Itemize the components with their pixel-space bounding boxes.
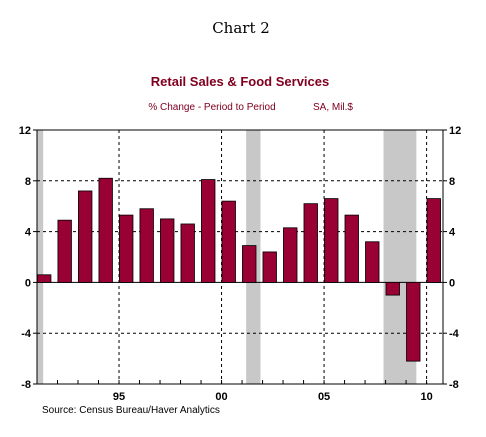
y-tick-label-right: -4 [449,328,460,340]
bar [365,241,380,283]
bar [139,208,154,283]
chart-title: Retail Sales & Food Services [151,74,329,89]
chart-subtitle-measure: % Change - Period to Period [148,102,275,113]
bar [180,223,195,283]
bar [262,251,277,283]
bar [201,179,216,283]
bar [344,214,359,283]
x-tick-label: 00 [215,391,227,403]
x-tick-label: 10 [420,391,432,403]
source-note: Source: Census Bureau/Haver Analytics [42,405,220,416]
y-tick-label-left: -8 [21,379,31,391]
bar [78,190,93,283]
y-tick-label-left: 8 [25,176,31,188]
bar [37,274,52,283]
recession-shading [37,130,417,384]
bar [426,198,441,283]
chart-number: Chart 2 [212,19,270,37]
grid-lines [37,130,443,384]
bar [283,227,298,283]
plot-frame [36,129,444,385]
y-tick-label-right: 4 [449,227,456,239]
x-tick-label: 95 [113,391,125,403]
y-tick-label-right: -8 [449,379,459,391]
y-tick-label-right: 0 [449,277,455,289]
bar [160,218,175,283]
bar [119,214,134,283]
bar [406,281,421,362]
bar [57,219,72,283]
bar [324,198,339,283]
bar [221,200,236,283]
axes: 12 128 84 40 0-4 -4-8 -895 00 05 10 [19,125,462,403]
chart-subtitle-units: SA, Mil.$ [313,102,353,113]
bar [98,177,113,283]
y-tick-label-left: 0 [25,277,31,289]
x-tick-label: 05 [318,391,330,403]
y-tick-label-left: 12 [19,125,31,137]
recession-band [37,130,44,384]
y-tick-label-left: 4 [25,227,32,239]
bar [385,281,400,296]
bar [242,245,257,283]
y-tick-label-right: 8 [449,176,455,188]
bar-series [37,177,441,362]
bar [303,203,318,283]
y-tick-label-right: 12 [449,125,461,137]
y-tick-label-left: -4 [21,328,32,340]
